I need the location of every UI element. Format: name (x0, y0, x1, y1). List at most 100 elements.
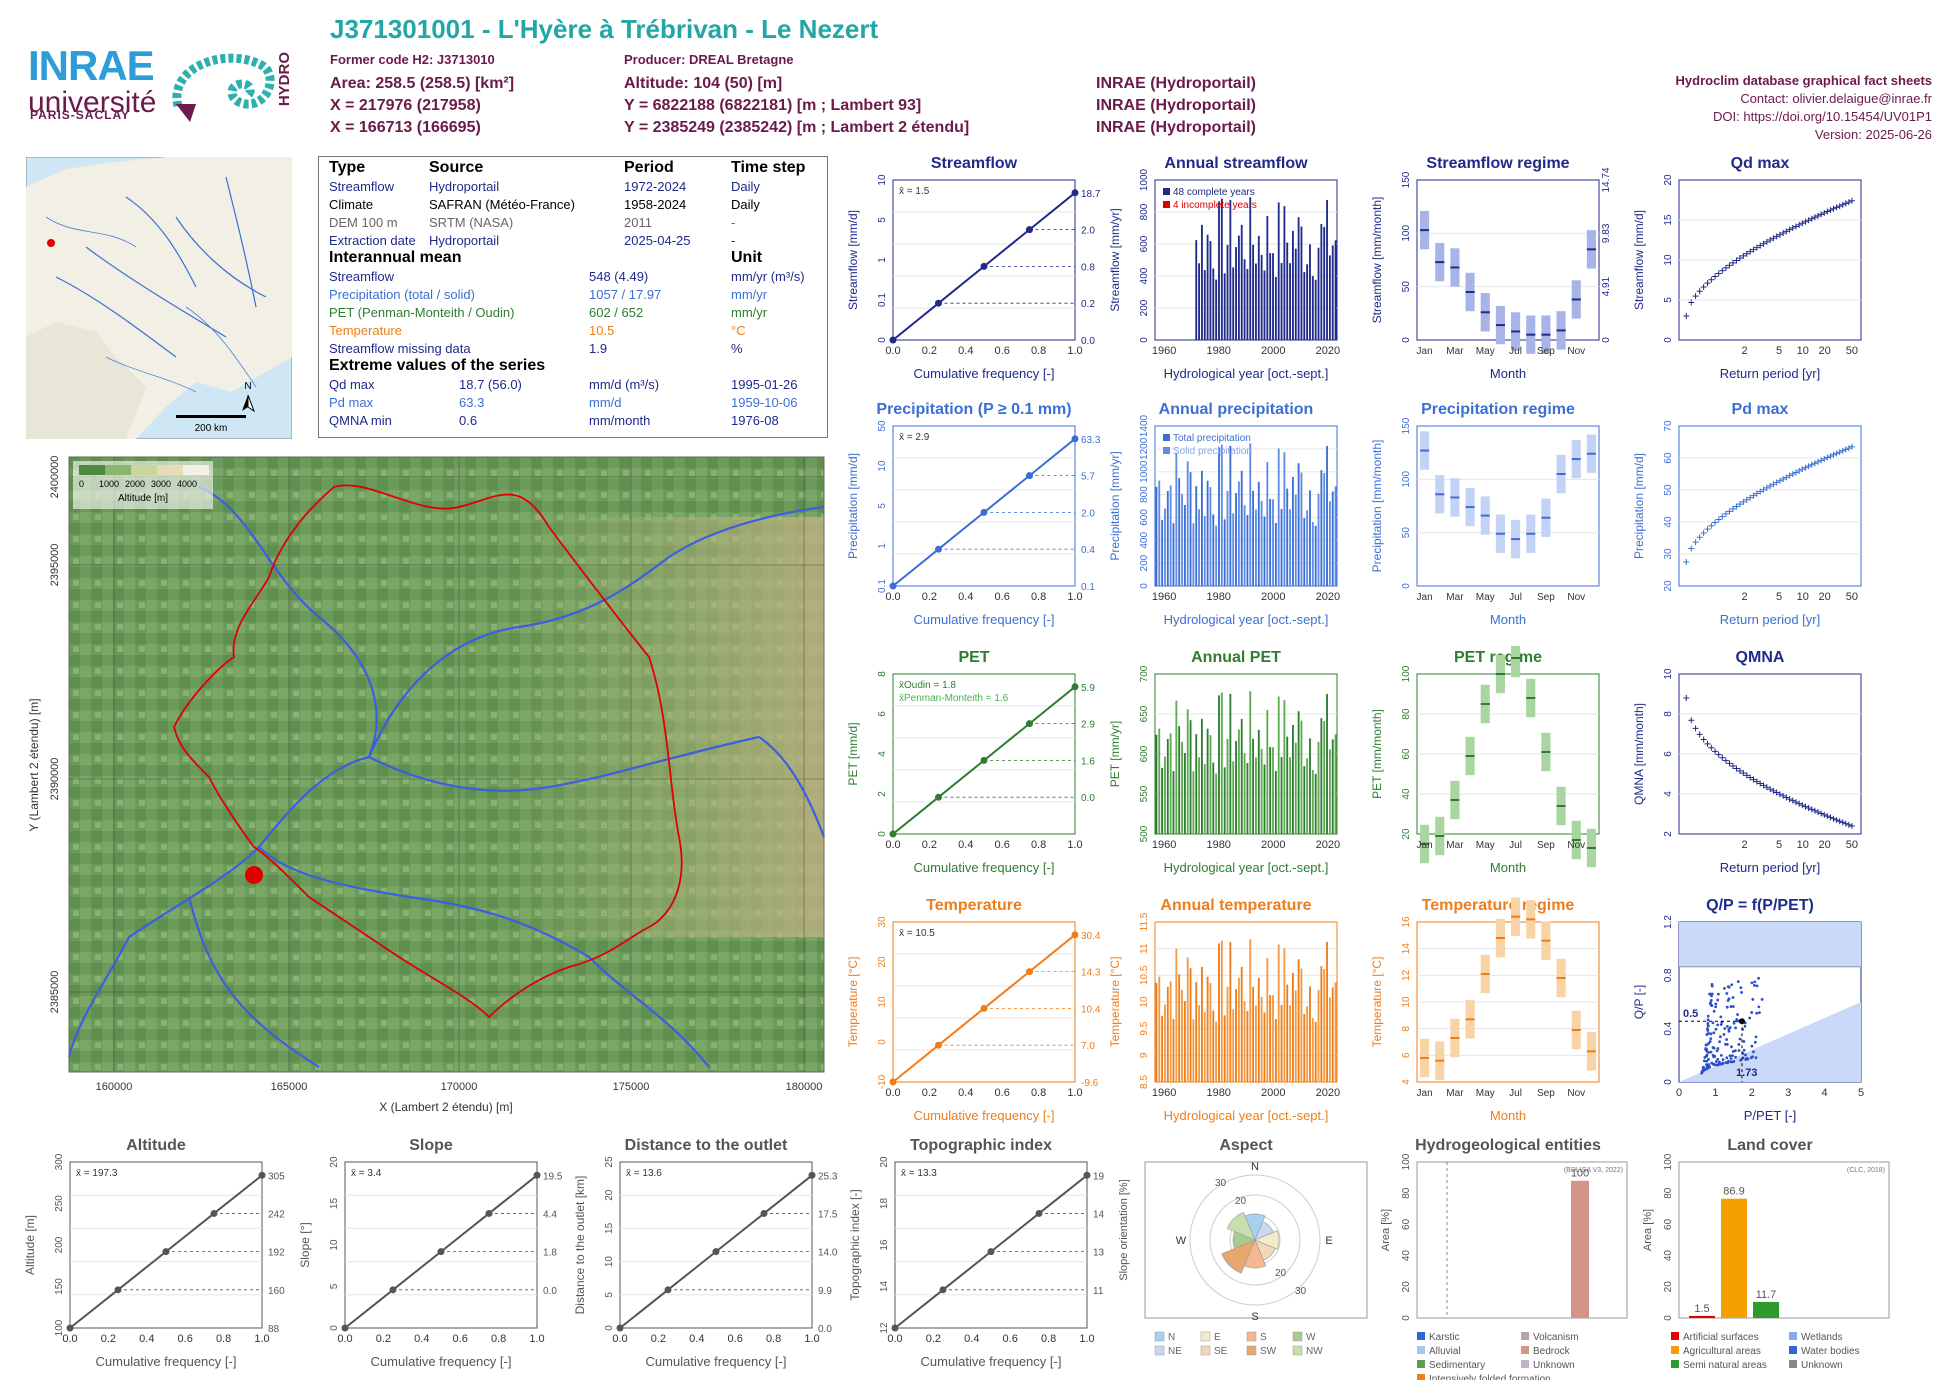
chart-title: Altitude (126, 1137, 186, 1154)
x-tick: 2020 (1316, 839, 1340, 851)
qp-point (1748, 1016, 1752, 1020)
x-tick: 5 (1776, 839, 1782, 851)
x-tick: 0.0 (885, 345, 900, 357)
y-tick: 10 (1663, 668, 1674, 680)
annual-bar (1320, 470, 1323, 586)
return-point (1848, 197, 1855, 204)
y-axis-label: Precipitation [mm/d] (1632, 453, 1646, 559)
return-point (1839, 819, 1846, 826)
month-tick: Jul (1509, 1088, 1522, 1099)
x-tick: 0.8 (491, 1333, 506, 1345)
return-point (1827, 453, 1834, 460)
quantile-point (808, 1171, 816, 1179)
qp-point (1735, 1018, 1739, 1021)
return-point (1799, 802, 1806, 809)
qp-point (1708, 992, 1712, 996)
return-point (1789, 797, 1796, 804)
qp-point (1722, 986, 1726, 990)
quantile-point (889, 1078, 897, 1086)
y-tick: 80 (1401, 708, 1412, 720)
annual-bar (1183, 752, 1186, 834)
source-1: INRAE (Hydroportail) (1096, 75, 1256, 92)
direction-label: S (1251, 1311, 1258, 1323)
annual-bar (1215, 773, 1218, 834)
annual-bar (1297, 959, 1300, 1082)
annual-bar (1309, 244, 1311, 340)
return-point (1796, 467, 1803, 474)
month-tick: Jan (1417, 592, 1433, 603)
annual-bar (1158, 480, 1161, 586)
annual-bar (1212, 514, 1215, 586)
annual-bar (1172, 1019, 1175, 1082)
quantile-point (980, 1004, 988, 1012)
qp-point (1730, 1045, 1733, 1049)
y-axis-label: Topographic index [-] (848, 1189, 862, 1300)
x-tick: 1960 (1152, 345, 1176, 357)
annual-bar (1309, 738, 1311, 834)
chart-title: Streamflow regime (1426, 155, 1569, 172)
x-tick: 0.4 (139, 1333, 154, 1345)
return-point (1805, 217, 1812, 224)
annual-bar (1192, 1019, 1195, 1082)
x-tick: 1980 (1206, 1087, 1230, 1099)
aspect-sector (1221, 1239, 1256, 1274)
mean-missing-value: 1.9 (589, 341, 608, 356)
annual-bar (1220, 692, 1223, 834)
chart-title: Slope (409, 1137, 453, 1154)
y-lambert93: Y = 6822188 (6822181) [m ; Lambert 93] (624, 97, 922, 114)
qp-point (1727, 985, 1731, 989)
qp-point (1719, 1015, 1723, 1019)
map-x-tick: 160000 (96, 1081, 133, 1093)
return-point (1845, 199, 1852, 206)
return-point (1848, 443, 1855, 450)
aspect-sector (1226, 1211, 1256, 1241)
annual-bar (1331, 491, 1334, 586)
direction-label: N (1251, 1161, 1259, 1173)
distance-cdf-chart: Distance to the outlet Cumulative frequen… (573, 1137, 838, 1369)
annual-bar (1269, 253, 1272, 340)
table-row-type: Extraction date (329, 233, 416, 248)
return-point (1712, 748, 1719, 755)
return-point (1789, 225, 1796, 232)
y-tick: 600 (1139, 509, 1150, 526)
x-tick: 0.2 (651, 1333, 666, 1345)
qp-point (1710, 994, 1713, 998)
mean-missing-name: Streamflow missing data (329, 341, 471, 356)
qp-point (1757, 1005, 1761, 1009)
qp-point (1712, 1046, 1716, 1050)
ring-label: 20 (1235, 1196, 1247, 1207)
annual-bar (1266, 957, 1269, 1082)
y-axis-label: Altitude [m] (23, 1215, 37, 1275)
quantile-point (935, 1041, 942, 1049)
legend-entry: NE (1168, 1346, 1182, 1357)
y-tick: 25 (604, 1156, 615, 1168)
annual-bar (1292, 724, 1294, 834)
qp-point (1714, 1002, 1718, 1006)
return-point (1845, 821, 1852, 828)
quantile-point (258, 1171, 266, 1179)
annual-bar (1309, 986, 1311, 1082)
annual-bar (1252, 244, 1255, 340)
annual-bar (1289, 263, 1291, 340)
return-point (1688, 545, 1695, 552)
annual-bar (1326, 199, 1328, 340)
y-tick: 50 (1401, 281, 1412, 293)
producer: Producer: DREAL Bretagne (624, 52, 794, 67)
annual-bar (1198, 509, 1200, 586)
y-tick: 100 (1401, 665, 1412, 682)
table-row-source: SRTM (NASA) (429, 215, 514, 230)
x-tick: 0.2 (922, 1087, 937, 1099)
annual-bar (1266, 215, 1269, 340)
qp-ppet-chart: Q/P = f(P/PET) P/PET [-] Q/P [-] 0.5 1.73 0 0.… (1632, 897, 1864, 1123)
annual-bar (1229, 693, 1232, 834)
x-tick: 0.2 (922, 839, 937, 851)
annual-bar (1155, 982, 1158, 1082)
altitude-legend-tick: 0 (79, 479, 84, 489)
qp-point (1721, 1062, 1725, 1066)
direction-label: E (1325, 1235, 1332, 1247)
qp-point (1712, 1055, 1716, 1059)
qp-point (1728, 1054, 1732, 1058)
annual-bar (1229, 199, 1232, 340)
annual-bar (1178, 974, 1181, 1082)
pet-regime-chart: PET regimeMonthPET [mm/month]20406080100… (1370, 646, 1600, 875)
